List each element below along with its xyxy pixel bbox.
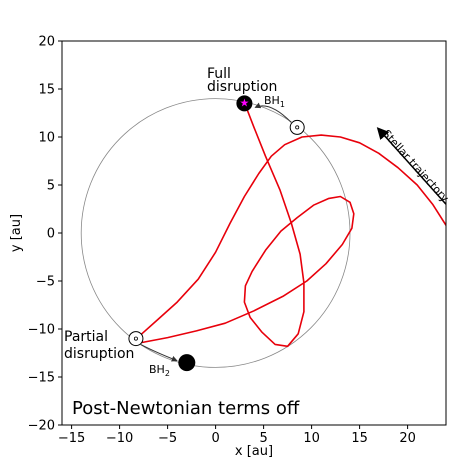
annotation-partial-line2: disruption — [64, 346, 134, 362]
bh2-point — [178, 354, 196, 372]
open-circle-dot-1 — [133, 336, 138, 341]
series-line-0 — [135, 103, 446, 348]
x-tick-label: 0 — [211, 431, 219, 446]
bh2-label: BH2 — [149, 363, 170, 378]
y-tick-label: −10 — [28, 323, 55, 338]
y-tick-label: 0 — [47, 227, 55, 242]
plot-area — [80, 98, 446, 368]
bh1-point — [236, 95, 253, 112]
x-tick-label: 10 — [303, 431, 320, 446]
bh1-motion-arrow — [254, 102, 292, 123]
x-axis-label: x [au] — [235, 444, 273, 459]
x-tick-label: 15 — [351, 431, 368, 446]
y-tick-label: 20 — [38, 35, 55, 50]
y-tick-label: −15 — [28, 371, 55, 386]
x-tick-label: −5 — [158, 431, 177, 446]
open-circle-0 — [289, 119, 305, 135]
y-tick-label: 5 — [47, 179, 55, 194]
y-tick-label: −20 — [28, 419, 55, 434]
y-tick-label: 15 — [38, 83, 55, 98]
annotation-full-line1: Full — [207, 66, 231, 82]
y-tick-label: 10 — [38, 131, 55, 146]
y-axis-label: y [au] — [9, 214, 24, 252]
x-tick-label: 20 — [399, 431, 416, 446]
annotation-full-line2: disruption — [207, 79, 277, 95]
bh1-label: BH1 — [264, 94, 285, 109]
x-tick-label: 5 — [259, 431, 267, 446]
x-tick-label: −15 — [58, 431, 85, 446]
annotation-partial-line1: Partial — [64, 329, 108, 345]
bh1-star-marker: ★ — [239, 96, 249, 109]
open-circle-1 — [128, 331, 144, 347]
stellar-trajectory-label: Stellar trajectory — [380, 127, 452, 205]
open-circle-dot-0 — [295, 125, 300, 130]
bh2-motion-arrow — [140, 344, 178, 362]
stellar-trajectory-arrow — [376, 127, 446, 205]
panel-label: Post-Newtonian terms off — [72, 398, 300, 419]
y-tick-label: −5 — [36, 275, 55, 290]
binary-orbit-circle — [80, 98, 351, 368]
plot-frame — [61, 40, 447, 426]
x-tick-label: −10 — [106, 431, 133, 446]
